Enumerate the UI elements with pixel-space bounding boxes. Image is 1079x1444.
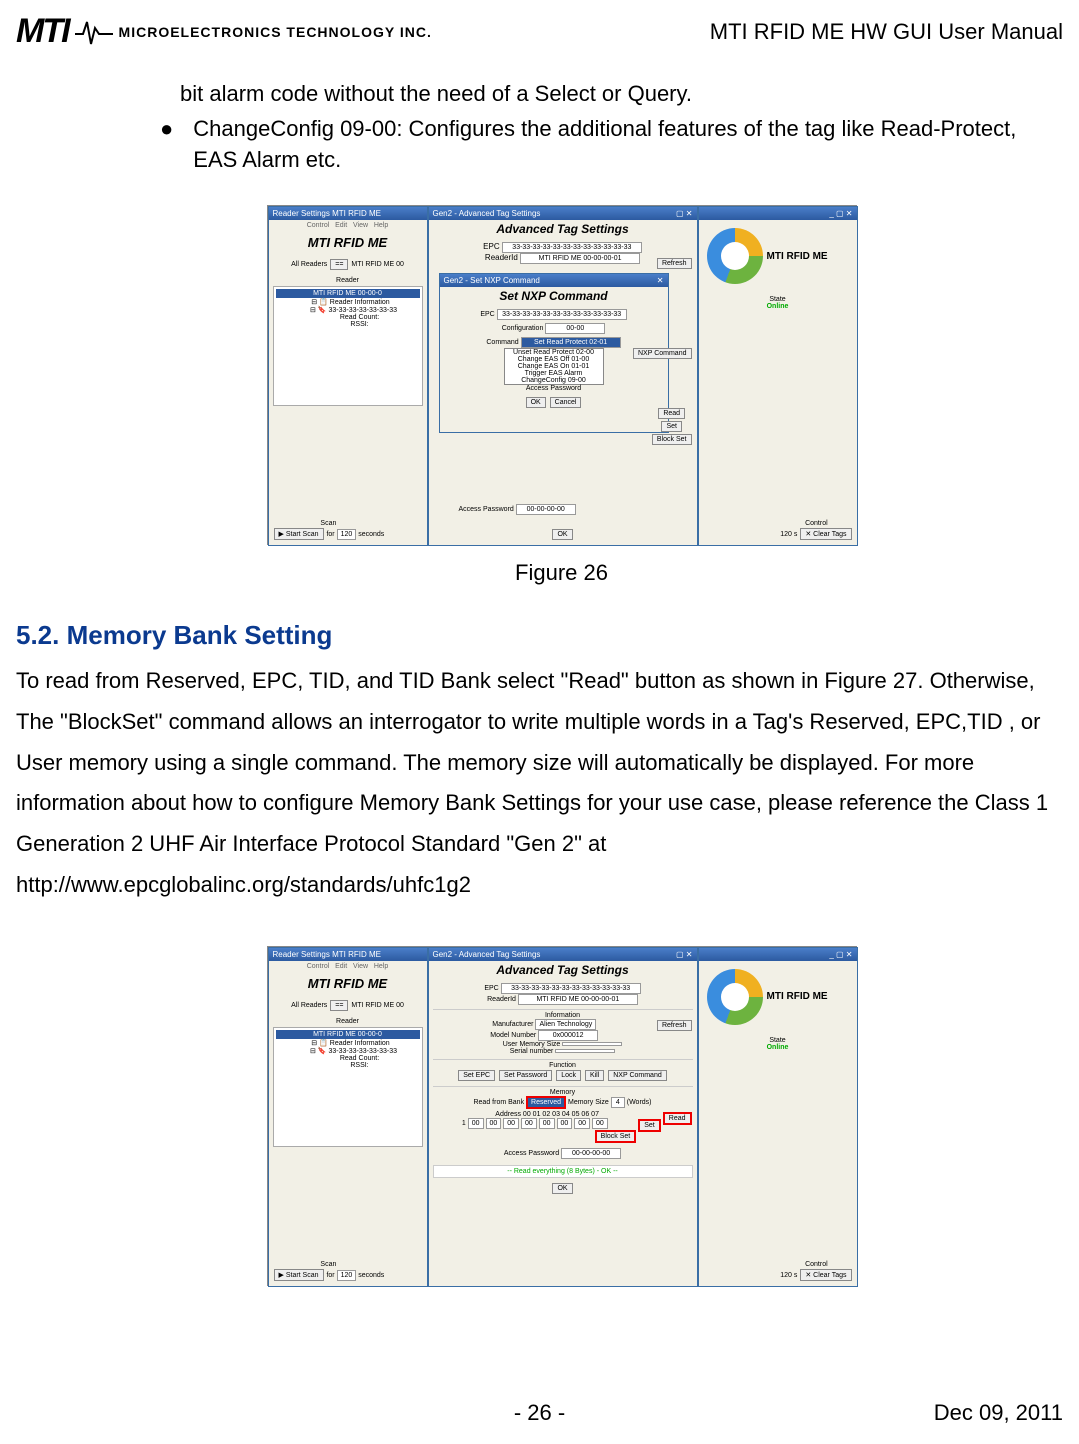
tree-tag: 33-33-33-33-33-33-33	[328, 307, 397, 314]
clear-tags-button[interactable]: ✕ Clear Tags	[800, 528, 851, 540]
side-brand-text: MTI RFID ME	[767, 251, 828, 262]
start-scan-button[interactable]: ▶ Start Scan	[274, 528, 324, 540]
reader-panel: All Readers == MTI RFID ME 00 Reader MTI…	[269, 254, 427, 410]
figure-26-caption: Figure 26	[60, 560, 1063, 586]
reader-settings-window: Reader Settings MTI RFID ME Control Edit…	[268, 206, 428, 546]
footer-date: Dec 09, 2011	[934, 1400, 1063, 1426]
adv-window-2: Gen2 - Advanced Tag Settings▢ ✕ Advanced…	[428, 947, 698, 1287]
section-heading: 5.2. Memory Bank Setting	[16, 620, 1063, 651]
nxp-title: Gen2 - Set NXP Command	[444, 276, 540, 285]
page-header: MTI MICROELECTRONICS TECHNOLOGY INC. MTI…	[0, 0, 1079, 59]
trailing-paragraph: bit alarm code without the need of a Sel…	[180, 79, 1063, 110]
adv-heading: Advanced Tag Settings	[429, 220, 697, 238]
nxp-ok-button[interactable]: OK	[526, 397, 546, 408]
epc-field: 33-33-33-33-33-33-33-33-33-33-33-33	[502, 242, 642, 253]
start-scan-button-2[interactable]: ▶ Start Scan	[274, 1269, 324, 1281]
set-button[interactable]: Set	[661, 421, 682, 432]
blockset-button[interactable]: Block Set	[652, 434, 692, 445]
lock-button[interactable]: Lock	[556, 1070, 581, 1081]
refresh-button-2[interactable]: Refresh	[657, 1020, 692, 1031]
bullet-dot-icon: ●	[160, 114, 173, 176]
donut-icon	[707, 228, 763, 284]
seconds-input[interactable]: 120	[337, 529, 357, 540]
reader-settings-window-2: Reader Settings MTI RFID ME Control Edit…	[268, 947, 428, 1287]
adv-title: Gen2 - Advanced Tag Settings	[433, 209, 541, 218]
company-name: MICROELECTRONICS TECHNOLOGY INC.	[119, 24, 432, 40]
side-brand-panel: _ ▢ ✕ MTI RFID ME State Online Control 1…	[698, 206, 858, 546]
nxp-command-button[interactable]: NXP Command	[633, 348, 692, 359]
section-body: To read from Reserved, EPC, TID, and TID…	[16, 661, 1063, 905]
nxp-command-button-2[interactable]: NXP Command	[608, 1070, 667, 1081]
adv-ok-button[interactable]: OK	[552, 529, 572, 540]
set-button-2[interactable]: Set	[638, 1119, 661, 1132]
logo-text: MTI	[16, 12, 69, 51]
setepc-button[interactable]: Set EPC	[458, 1070, 495, 1081]
nxp-titlebar: Gen2 - Set NXP Command✕	[440, 274, 668, 287]
figure-27-screenshot: Reader Settings MTI RFID ME Control Edit…	[267, 946, 857, 1286]
tree-root: MTI RFID ME 00-00-0	[276, 289, 420, 298]
command-select[interactable]: Set Read Protect 02-01	[521, 337, 621, 348]
donut-icon-2	[707, 969, 763, 1025]
tree-readcount: Read Count:	[300, 314, 420, 321]
side-brand-panel-2: _ ▢ ✕ MTI RFID ME State Online Control 1…	[698, 947, 858, 1287]
product-brand: MTI RFID ME	[269, 231, 427, 254]
command-dropdown[interactable]: Unset Read Protect 02-00 Change EAS Off …	[504, 348, 604, 385]
nxp-cancel-button[interactable]: Cancel	[550, 397, 582, 408]
bullet-text: ChangeConfig 09-00: Configures the addit…	[193, 114, 1063, 176]
bullet-item: ● ChangeConfig 09-00: Configures the add…	[160, 114, 1063, 176]
reader-settings-titlebar: Reader Settings MTI RFID ME	[269, 207, 427, 220]
figure-26-wrap: Reader Settings MTI RFID ME Control Edit…	[60, 205, 1063, 586]
nxp-heading: Set NXP Command	[440, 287, 668, 305]
tree-info: Reader Information	[330, 299, 390, 306]
blockset-button-2[interactable]: Block Set	[595, 1130, 637, 1143]
setpw-button[interactable]: Set Password	[499, 1070, 552, 1081]
pulse-icon	[75, 18, 113, 46]
adv-window: Gen2 - Advanced Tag Settings▢ ✕ Advanced…	[428, 206, 698, 546]
clear-tags-button-2[interactable]: ✕ Clear Tags	[800, 1269, 851, 1281]
figure-27-wrap: Reader Settings MTI RFID ME Control Edit…	[60, 946, 1063, 1291]
tree-rssi: RSSI:	[300, 321, 420, 328]
page-footer: - 26 - Dec 09, 2011	[0, 1400, 1079, 1426]
content-area: bit alarm code without the need of a Sel…	[0, 59, 1079, 1291]
read-button-2[interactable]: Read	[663, 1112, 692, 1125]
logo-block: MTI MICROELECTRONICS TECHNOLOGY INC.	[16, 12, 432, 51]
page-number: - 26 -	[514, 1400, 565, 1426]
readfrom-select[interactable]: Reserved	[526, 1096, 566, 1109]
read-button[interactable]: Read	[658, 408, 685, 419]
status-text: -- Read everything (8 Bytes) - OK --	[433, 1165, 693, 1178]
doc-title: MTI RFID ME HW GUI User Manual	[710, 19, 1063, 45]
scan-controls: Scan ▶ Start Scan for 120 seconds	[273, 520, 385, 541]
adv-ok-button-2[interactable]: OK	[552, 1183, 572, 1194]
readerid-field: MTI RFID ME 00-00-00-01	[520, 253, 640, 264]
menu-bar: Control Edit View Help	[269, 220, 427, 231]
reader-settings-title: Reader Settings MTI RFID ME	[273, 209, 381, 218]
figure-26-screenshot: Reader Settings MTI RFID ME Control Edit…	[267, 205, 857, 545]
kill-button[interactable]: Kill	[585, 1070, 604, 1081]
adv-titlebar: Gen2 - Advanced Tag Settings▢ ✕	[429, 207, 697, 220]
refresh-button[interactable]: Refresh	[657, 258, 692, 269]
